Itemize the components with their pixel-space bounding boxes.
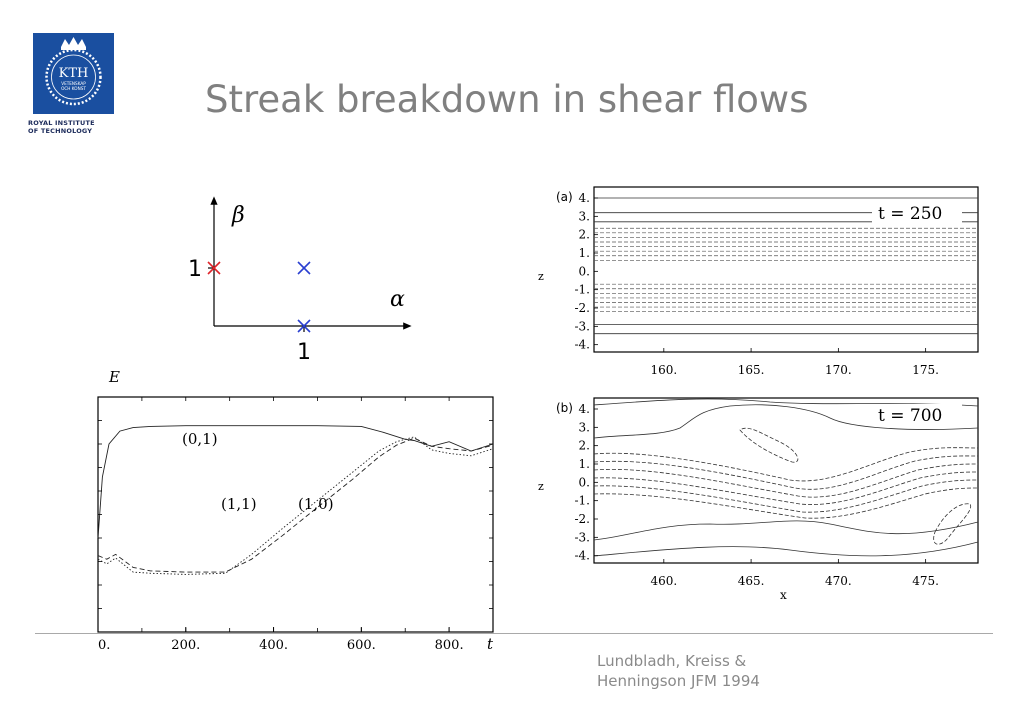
- y-tick-label: -2.: [574, 301, 590, 315]
- contour-panel-a: (a) z 4. 3. 2. 1. 0. -1. -2. -3. -4. 160. 165. 170.…: [538, 186, 979, 377]
- logo-caption-line2: OF TECHNOLOGY: [28, 126, 93, 135]
- y-tick-label: 0.: [579, 475, 590, 489]
- energy-series-group: [97, 425, 494, 575]
- x-tick-label: 470.: [825, 574, 852, 588]
- y-tick-label: -4.: [574, 549, 590, 563]
- y-tick-label: -4.: [574, 338, 590, 352]
- panel-a-label: (a): [556, 190, 573, 204]
- energy-x-tick-label: 400.: [259, 638, 288, 653]
- kth-seal-icon: KTH VETENSKAP OCH KONST: [45, 37, 102, 106]
- energy-series-line-1: [97, 436, 494, 575]
- panel-a-time-label: t = 250: [878, 204, 942, 224]
- panel-b-ylabel: z: [538, 480, 544, 493]
- citation-line1: Lundbladh, Kreiss &: [597, 652, 747, 670]
- wavenumber-diagram: β α 1 1: [188, 196, 412, 365]
- energy-x-ticks: 0. 200. 400. 600. 800.: [97, 396, 493, 653]
- y-tick-label: -3.: [574, 319, 590, 333]
- energy-series-line-0: [97, 425, 494, 539]
- contour-panel-b: (b) z 4. 3. 2. 1. 0. -1. -2. -3. -4. 460. 465. 470.…: [538, 397, 979, 602]
- mode-marker-2: [297, 319, 311, 333]
- mode-marker-0: [207, 261, 221, 275]
- logo-motto-line1: VETENSKAP: [61, 81, 86, 86]
- x-tick-label: 460.: [650, 574, 677, 588]
- slide-title: Streak breakdown in shear flows: [205, 78, 809, 121]
- footer-divider-left: [35, 633, 495, 634]
- x-tick-label: 475.: [912, 574, 939, 588]
- annotation-mode-01: (0,1): [182, 430, 218, 448]
- y-tick-label: 2.: [579, 439, 590, 453]
- mode-marker-1: [297, 261, 311, 275]
- panel-b-ticks: 4. 3. 2. 1. 0. -1. -2. -3. -4. 460. 465. 470. 475.: [574, 402, 939, 588]
- alpha-axis-label: α: [390, 287, 405, 312]
- x-tick-label: 465.: [738, 574, 765, 588]
- energy-x-tick-label: 0.: [98, 638, 110, 653]
- y-tick-label: 1.: [579, 457, 590, 471]
- alpha-tick-label: 1: [297, 340, 311, 365]
- logo-kth-text: KTH: [59, 66, 89, 81]
- footer-divider-right: [495, 633, 993, 634]
- panel-b-contours: [593, 398, 979, 557]
- annotation-mode-11: (1,1): [221, 495, 257, 513]
- energy-x-tick-label: 800.: [435, 638, 464, 653]
- energy-ylabel: E: [108, 368, 120, 386]
- energy-x-tick-label: 600.: [347, 638, 376, 653]
- y-tick-label: 4.: [579, 191, 590, 205]
- annotation-mode-10: (1,0): [298, 495, 334, 513]
- beta-tick-label: 1: [188, 257, 202, 282]
- mode-markers: [207, 261, 311, 333]
- logo-caption: ROYAL INSTITUTE OF TECHNOLOGY: [28, 119, 120, 135]
- y-tick-label: -1.: [574, 283, 590, 297]
- energy-xlabel: t: [487, 635, 494, 653]
- x-tick-label: 165.: [738, 363, 765, 377]
- y-tick-label: 4.: [579, 402, 590, 416]
- logo-motto-line2: OCH KONST: [61, 86, 86, 91]
- panel-a-contours: [594, 197, 978, 335]
- y-tick-label: 3.: [579, 420, 590, 434]
- beta-axis-label: β: [231, 203, 245, 228]
- energy-x-tick-label: 200.: [171, 638, 200, 653]
- y-tick-label: -3.: [574, 530, 590, 544]
- kth-logo: KTH VETENSKAP OCH KONST: [33, 33, 114, 114]
- panel-b-label: (b): [556, 401, 573, 415]
- y-tick-label: 1.: [579, 246, 590, 260]
- citation-line2: Henningson JFM 1994: [597, 672, 760, 690]
- y-tick-label: -2.: [574, 512, 590, 526]
- energy-plot-frame: [97, 396, 494, 633]
- y-tick-label: 3.: [579, 209, 590, 223]
- energy-chart: E 0. 200. 400. 600. 800. t (0,1) (1,1) (1,0): [97, 368, 494, 653]
- logo-caption-line1: ROYAL INSTITUTE: [28, 119, 95, 127]
- citation: Lundbladh, Kreiss & Henningson JFM 1994: [597, 651, 760, 691]
- x-tick-label: 170.: [825, 363, 852, 377]
- y-tick-label: 0.: [579, 264, 590, 278]
- panel-a-ylabel: z: [538, 270, 544, 283]
- x-tick-label: 175.: [912, 363, 939, 377]
- y-tick-label: 2.: [579, 228, 590, 242]
- panel-b-time-label: t = 700: [878, 406, 942, 426]
- x-tick-label: 160.: [650, 363, 677, 377]
- panel-b-xlabel: x: [780, 588, 787, 602]
- energy-series-line-2: [97, 437, 494, 573]
- panel-a-ticks: 4. 3. 2. 1. 0. -1. -2. -3. -4. 160. 165. 170. 175.: [574, 191, 939, 377]
- y-tick-label: -1.: [574, 494, 590, 508]
